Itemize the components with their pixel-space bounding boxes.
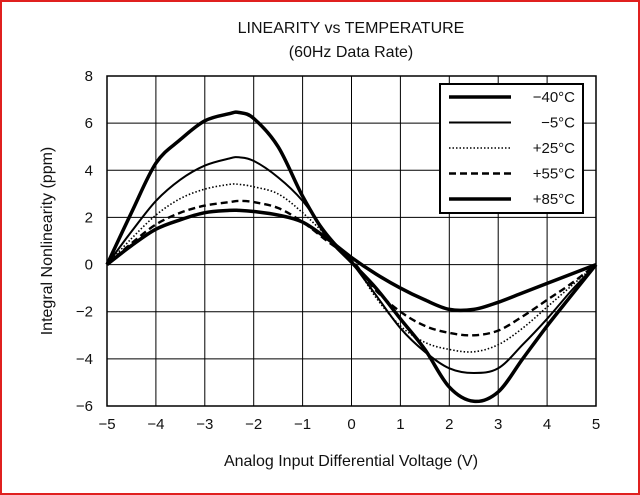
plot-border bbox=[106, 75, 597, 407]
x-tick-label: 2 bbox=[445, 416, 453, 433]
series-line-5 bbox=[105, 208, 597, 313]
chart-subtitle: (60Hz Data Rate) bbox=[289, 44, 414, 61]
y-tick-label: −2 bbox=[76, 304, 93, 321]
y-tick-label: 8 bbox=[85, 68, 93, 85]
x-tick-label: −2 bbox=[245, 416, 262, 433]
y-tick-label: −6 bbox=[76, 398, 93, 415]
x-tick-label: 3 bbox=[494, 416, 502, 433]
legend: −40°C −5°C +25°C +55°C +85°C bbox=[439, 83, 584, 214]
legend-label-1: −40°C bbox=[533, 89, 575, 106]
x-tick-label: −1 bbox=[294, 416, 311, 433]
x-tick-label: −3 bbox=[196, 416, 213, 433]
y-tick-label: −4 bbox=[76, 351, 93, 368]
x-tick-label: 0 bbox=[347, 416, 355, 433]
y-tick-label: 4 bbox=[85, 162, 93, 179]
legend-label-2: −5°C bbox=[541, 115, 575, 132]
legend-label-3: +25°C bbox=[533, 140, 575, 157]
x-tick-labels: −5 −4 −3 −2 −1 0 1 2 3 4 5 bbox=[98, 416, 600, 433]
chart-title: LINEARITY vs TEMPERATURE bbox=[238, 20, 465, 37]
y-axis-label: Integral Nonlinearity (ppm) bbox=[39, 147, 56, 336]
y-tick-label: 2 bbox=[85, 209, 93, 226]
x-tick-label: −4 bbox=[147, 416, 164, 433]
x-tick-label: 1 bbox=[396, 416, 404, 433]
series-group bbox=[105, 110, 598, 404]
x-tick-label: 4 bbox=[543, 416, 551, 433]
y-tick-labels: −6 −4 −2 0 2 4 6 8 bbox=[76, 68, 93, 415]
legend-label-4: +55°C bbox=[533, 166, 575, 183]
series-line-3 bbox=[106, 183, 597, 353]
legend-label-5: +85°C bbox=[533, 191, 575, 208]
y-tick-label: 0 bbox=[85, 257, 93, 274]
x-axis-label: Analog Input Differential Voltage (V) bbox=[224, 453, 478, 470]
y-tick-label: 6 bbox=[85, 115, 93, 132]
x-tick-label: −5 bbox=[98, 416, 115, 433]
x-tick-label: 5 bbox=[592, 416, 600, 433]
